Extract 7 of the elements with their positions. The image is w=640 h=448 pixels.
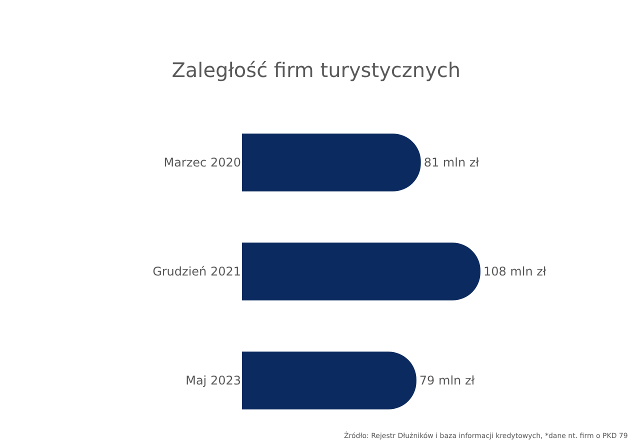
data-label: 108 mln zł: [483, 264, 547, 279]
y-tick-label: Maj 2023: [186, 374, 241, 388]
data-label: 79 mln zł: [419, 374, 476, 388]
y-tick-label: Marzec 2020: [164, 156, 241, 170]
data-label: 81 mln zł: [424, 156, 480, 170]
chart-title: Zaległość firm turystycznych: [172, 58, 461, 82]
y-tick-label: Grudzień 2021: [152, 264, 241, 279]
